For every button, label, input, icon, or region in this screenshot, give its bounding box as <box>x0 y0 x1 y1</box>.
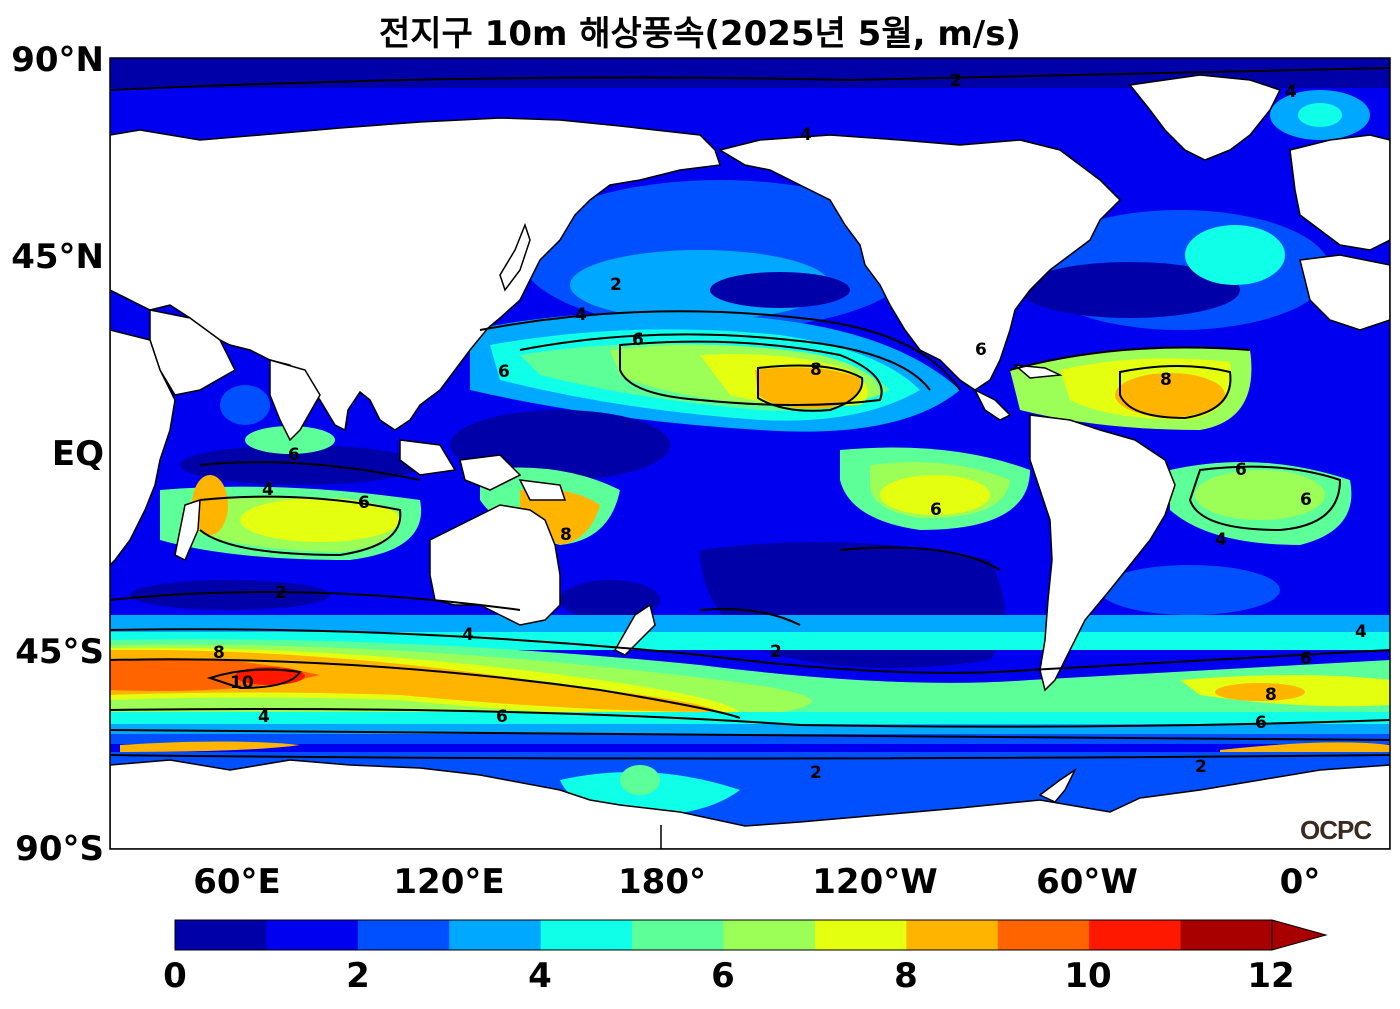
colorbar-segment <box>449 920 542 950</box>
japan <box>499 222 531 292</box>
contour-label: 4 <box>1355 622 1367 642</box>
indian-ocean-calm <box>180 445 420 485</box>
colorbar-tick: 4 <box>528 956 552 996</box>
colorbar-segment <box>540 920 633 950</box>
contour-label-group: 2 2 4 6 6 8 8 6 6 6 4 6 6 4 6 8 2 4 8 10… <box>213 71 1367 783</box>
colorbar-outline <box>174 919 1273 951</box>
north-atlantic-low <box>1020 262 1240 318</box>
contour-label: 6 <box>496 707 508 727</box>
antarctica <box>110 759 1390 849</box>
map-title: 전지구 10m 해상풍속(2025년 5월, m/s) <box>379 14 1021 54</box>
africa <box>110 329 176 567</box>
australia <box>429 504 561 626</box>
contour-label: 4 <box>800 125 812 145</box>
colorbar-segment <box>1180 920 1273 950</box>
contour-label: 4 <box>575 305 587 325</box>
colorbar-tick: 2 <box>346 956 370 996</box>
new-zealand <box>613 603 656 656</box>
colorbar-tick: 6 <box>711 956 735 996</box>
colorbar-segment <box>1089 920 1182 950</box>
trade-wind-zone-na <box>1115 373 1225 417</box>
colorbar-segment <box>632 920 724 950</box>
colorbar-segment <box>814 920 907 950</box>
india <box>269 359 321 442</box>
colorbar-tick: 8 <box>894 956 918 996</box>
lat-label-90s: 90°S <box>15 829 104 869</box>
contour-label: 8 <box>1160 370 1172 390</box>
contour-label: 2 <box>275 583 287 603</box>
lon-label-0: 0° <box>1279 862 1321 902</box>
lon-label-60w: 60°W <box>1036 862 1138 902</box>
contour-label: 6 <box>288 445 300 465</box>
lat-label-eq: EQ <box>51 434 104 474</box>
trade-wind-zone-io <box>240 498 400 542</box>
contour-label: 2 <box>810 763 822 783</box>
colorbar-tick: 0 <box>163 956 187 996</box>
colorbar-segment <box>266 920 359 950</box>
colorbar <box>174 919 1328 951</box>
contour-label: 6 <box>975 340 987 360</box>
contour-label: 2 <box>770 642 782 662</box>
contour-lines <box>110 67 1390 760</box>
contour-label: 2 <box>610 275 622 295</box>
contour-label: 2 <box>1195 757 1207 777</box>
map-area: 2 2 4 6 6 8 8 6 6 6 4 6 6 4 6 8 2 4 8 10… <box>110 58 1390 849</box>
land-masses <box>110 74 1390 849</box>
lat-label-90n: 90°N <box>11 40 104 80</box>
contour-label: 4 <box>1215 530 1227 550</box>
madagascar <box>174 498 201 562</box>
contour-label: 6 <box>358 493 370 513</box>
contour-label: 6 <box>1255 713 1267 733</box>
north-pacific-low <box>710 272 850 308</box>
contour-label: 8 <box>213 643 225 663</box>
colorbar-segment <box>997 920 1090 950</box>
north-america <box>718 134 1122 391</box>
contour-label: 6 <box>1235 460 1247 480</box>
greenland <box>1128 74 1282 161</box>
contour-label: 2 <box>950 71 962 91</box>
contour-label: 8 <box>810 360 822 380</box>
lat-label-45s: 45°S <box>15 632 104 672</box>
contour-label: 10 <box>230 673 254 693</box>
contour-label: 8 <box>1265 685 1277 705</box>
ocpc-logo: OCPC <box>1300 815 1372 845</box>
colorbar-segment <box>906 920 999 950</box>
south-america <box>1029 414 1176 692</box>
lon-label-60e: 60°E <box>193 862 281 902</box>
contour-label: 6 <box>498 362 510 382</box>
contour-label: 4 <box>262 480 274 500</box>
colorbar-segment <box>723 920 816 950</box>
contour-label: 8 <box>560 525 572 545</box>
colorbar-segment <box>357 920 450 950</box>
lon-label-120w: 120°W <box>812 862 938 902</box>
eurasia <box>110 117 722 432</box>
lat-label-45n: 45°N <box>11 237 104 277</box>
colorbar-tick: 10 <box>1064 956 1112 996</box>
contour-label: 6 <box>632 330 644 350</box>
map-frame <box>109 57 1391 850</box>
contour-label: 4 <box>1285 82 1297 102</box>
contour-label: 6 <box>1300 649 1312 669</box>
trade-wind-zone-sp <box>880 475 990 515</box>
contour-label: 6 <box>930 500 942 520</box>
lon-label-180: 180° <box>618 862 706 902</box>
colorbar-extend-arrow <box>1271 919 1328 951</box>
colorbar-segment <box>175 920 267 950</box>
lon-label-120e: 120°E <box>393 862 505 902</box>
contour-label: 4 <box>462 625 474 645</box>
colorbar-tick: 12 <box>1247 956 1295 996</box>
contour-label: 4 <box>258 707 270 727</box>
contour-label: 6 <box>1300 490 1312 510</box>
